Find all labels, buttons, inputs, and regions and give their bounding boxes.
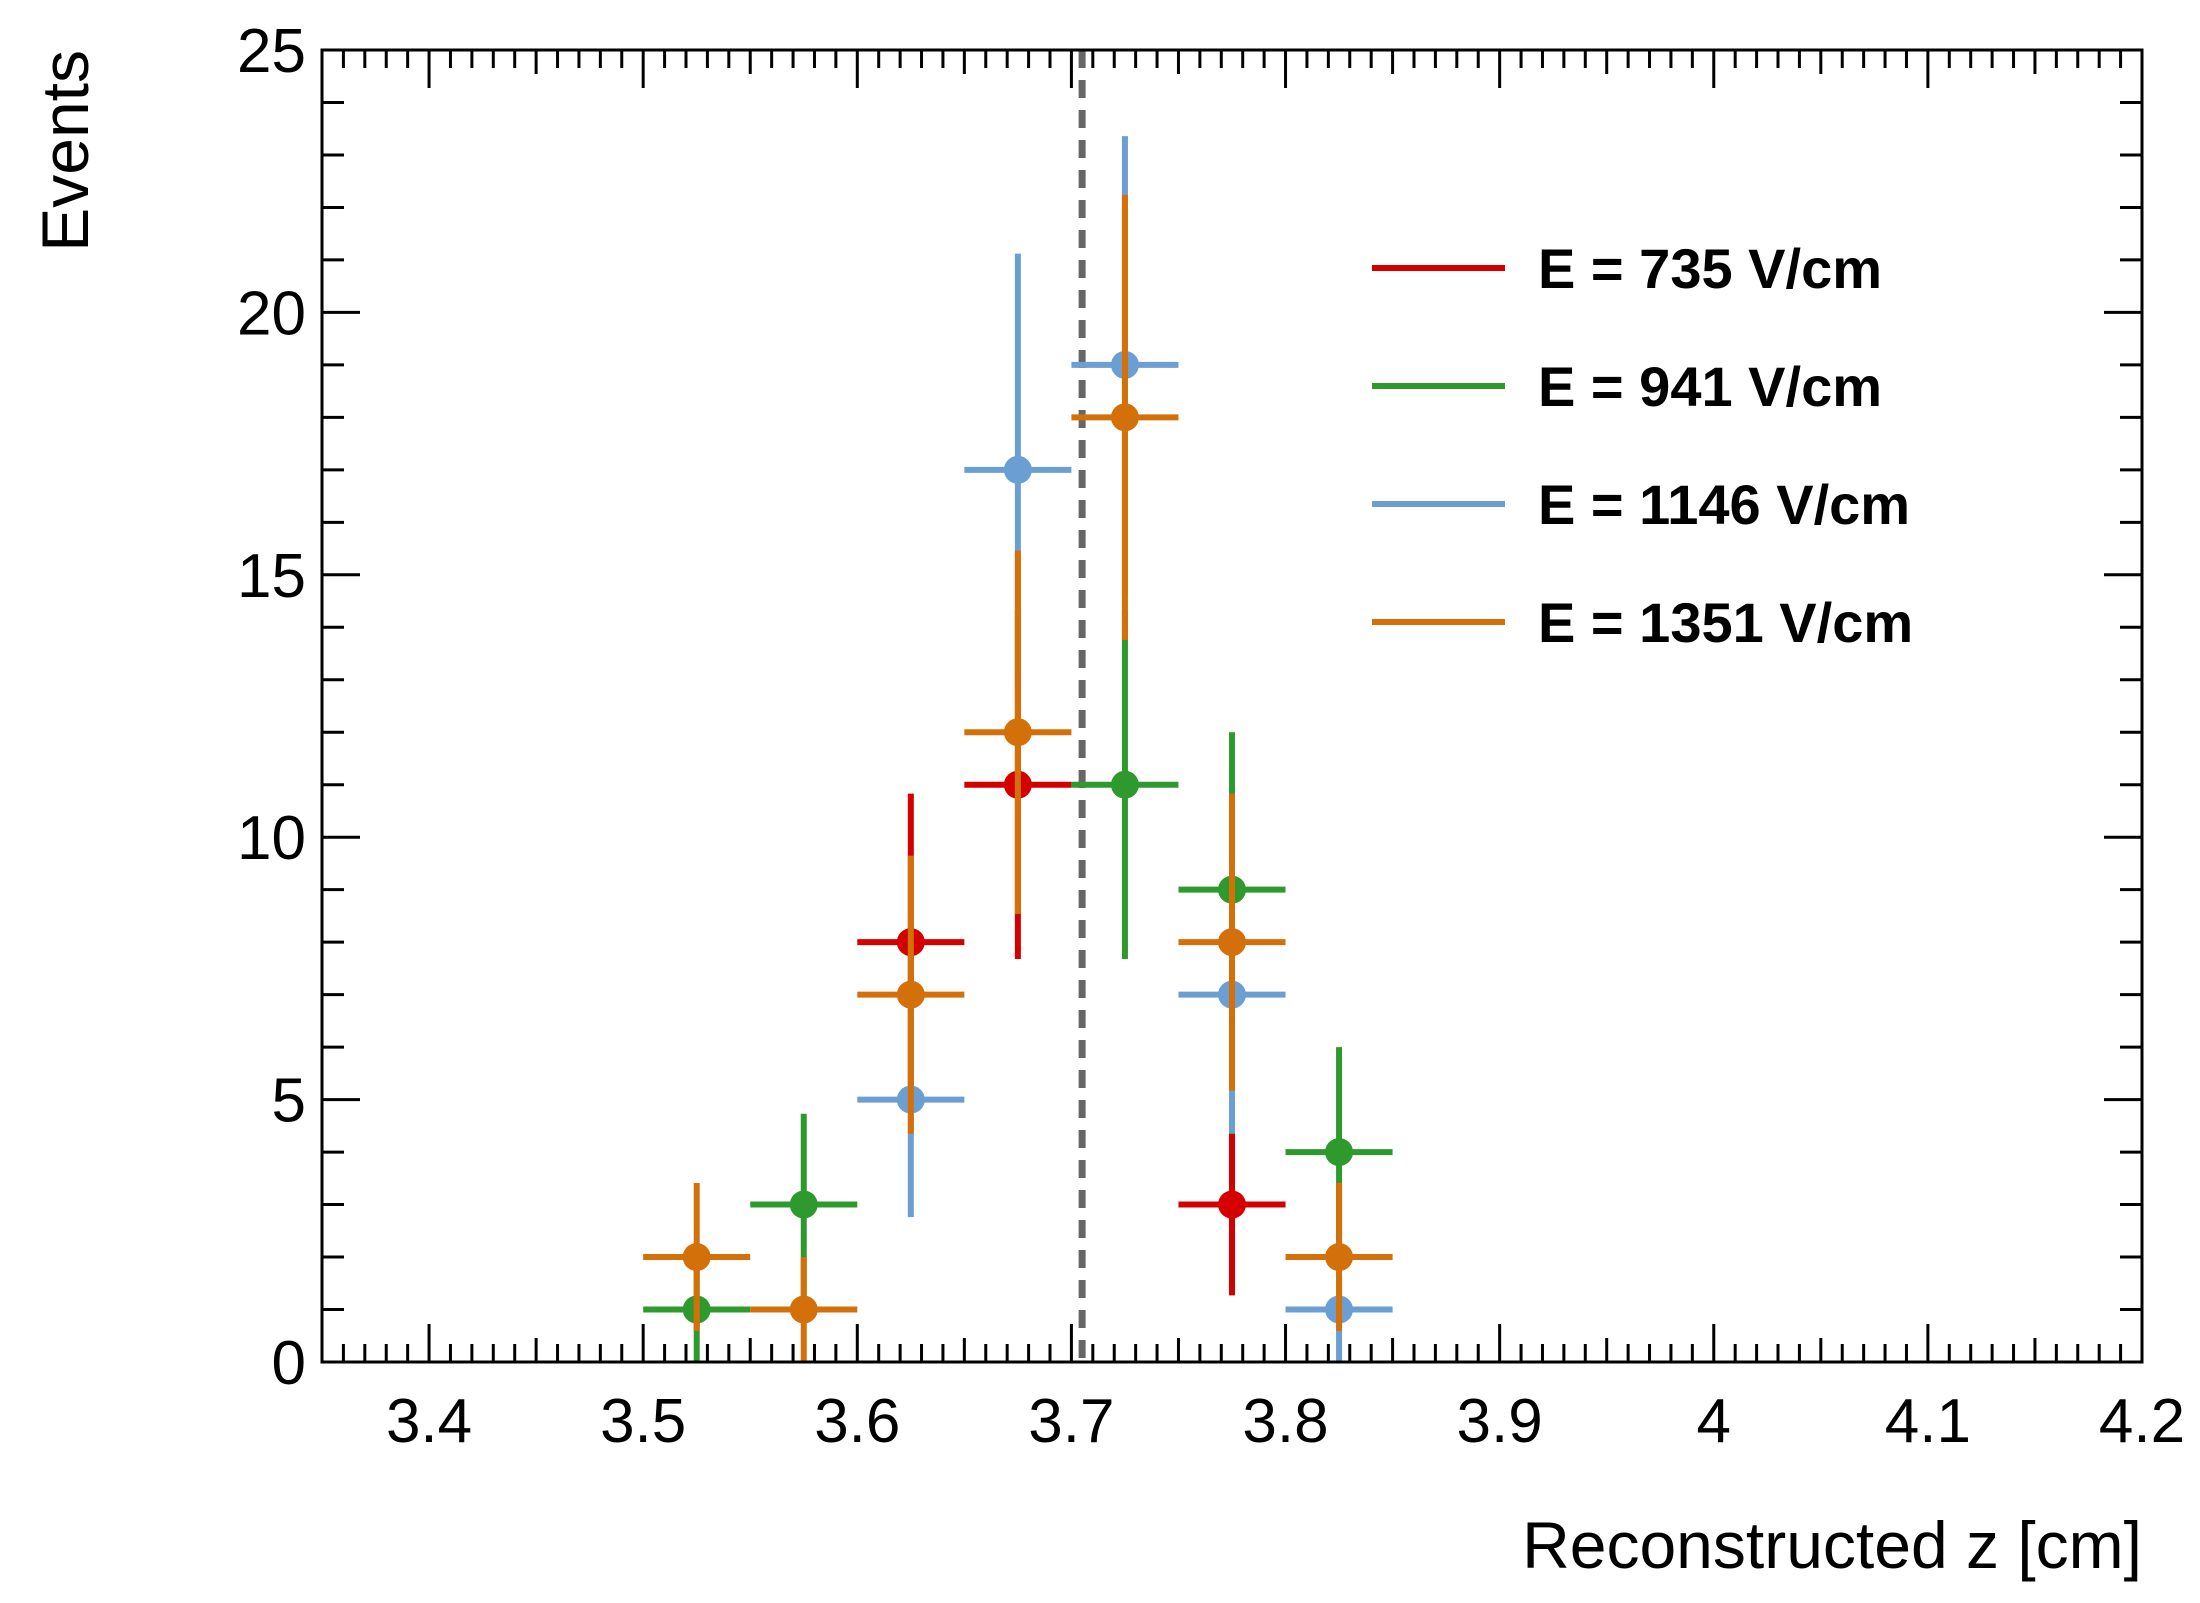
y-tick-label: 0 [272,1329,306,1398]
data-series-group [643,136,1393,1362]
y-tick-label: 5 [272,1067,306,1136]
legend: E = 735 V/cm E = 941 V/cm E = 1146 V/cm E =… [1372,237,1913,654]
legend-label: E = 1351 V/cm [1538,591,1913,654]
y-tick-label: 10 [237,804,306,873]
data-point [682,1243,711,1272]
x-tick-label: 3.8 [1242,1387,1328,1456]
series-2 [643,610,1393,1362]
legend-label: E = 941 V/cm [1538,355,1882,418]
x-tick-label: 3.6 [814,1387,900,1456]
y-tick-label: 25 [237,17,306,86]
tick-labels: 3.4 3.5 3.6 3.7 3.8 3.9 4 4.1 4.2 0 5 10 15 20 25 [237,17,2185,1456]
data-point [789,1295,818,1324]
data-point [1218,1190,1246,1219]
x-tick-label: 4.2 [2099,1387,2185,1456]
y-tick-label: 15 [237,542,306,611]
legend-label: E = 1146 V/cm [1538,473,1910,536]
data-point [1218,928,1246,957]
x-tick-label: 3.4 [386,1387,472,1456]
x-tick-label: 4 [1697,1387,1731,1456]
x-tick-label: 3.9 [1457,1387,1543,1456]
plot-frame [320,48,2144,1364]
series-1 [857,610,1286,1296]
data-point [1325,1138,1354,1167]
data-point [1003,718,1032,747]
legend-label: E = 735 V/cm [1538,237,1882,300]
x-tick-label: 4.1 [1885,1387,1971,1456]
axis-ticks [320,48,2144,1364]
y-tick-label: 20 [237,279,306,348]
data-point [1325,1243,1354,1272]
x-tick-label: 3.5 [600,1387,686,1456]
data-point [896,980,925,1009]
data-point [1110,770,1139,799]
data-point [1110,403,1139,432]
data-point [789,1190,818,1219]
y-axis-label: Events [28,50,102,252]
x-tick-label: 3.7 [1028,1387,1114,1456]
series-4 [643,194,1393,1362]
data-point [1003,455,1032,484]
x-axis-label: Reconstructed z [cm] [1522,1508,2142,1582]
